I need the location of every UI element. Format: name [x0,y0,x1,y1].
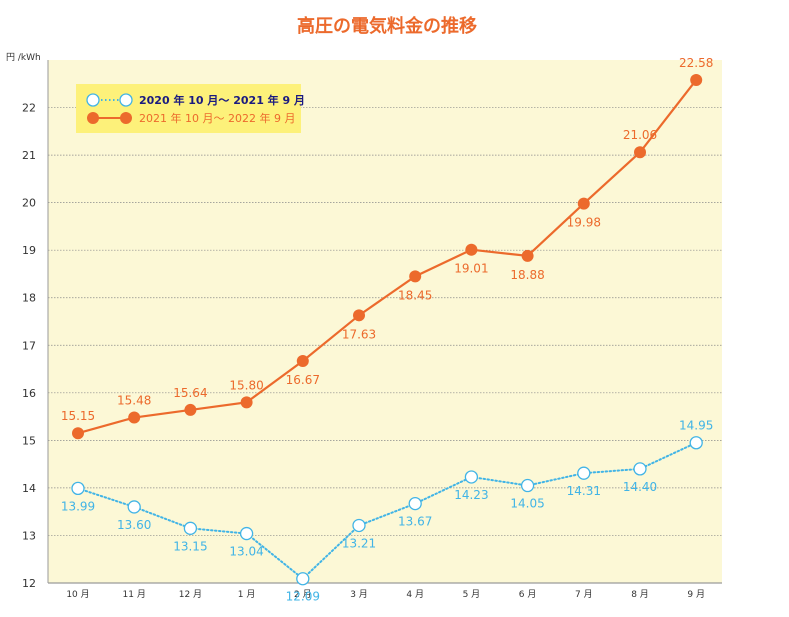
data-label: 15.64 [173,386,207,400]
data-point [633,462,647,476]
data-point [183,521,198,535]
data-label: 16.67 [286,373,320,387]
data-point [520,478,535,493]
data-label: 14.95 [679,419,713,433]
data-point [464,470,479,484]
y-tick-label: 19 [22,244,36,257]
legend-label: 2020 年 10 月〜 2021 年 9 月 [139,93,305,107]
data-label: 19.98 [567,216,601,230]
x-tick-label: 8 月 [631,589,649,600]
data-point [239,526,254,541]
data-label: 14.31 [567,484,601,498]
data-label: 19.01 [454,262,488,276]
data-label: 22.58 [679,56,713,70]
series-line [76,78,698,435]
data-label: 13.21 [342,536,376,550]
data-point [353,309,365,322]
data-label: 15.48 [117,394,151,408]
data-point [577,197,590,210]
x-tick-label: 1 月 [238,589,256,600]
data-point [521,249,534,262]
plot-area [48,60,722,583]
data-label: 17.63 [342,327,376,341]
legend-box [76,84,301,133]
data-label: 18.88 [510,268,544,282]
data-label: 14.40 [623,480,657,494]
data-label: 12.09 [286,590,320,604]
data-label: 13.15 [173,539,207,553]
data-point [71,481,85,496]
data-point [689,436,703,450]
data-label: 13.67 [398,515,432,529]
data-point [409,270,422,283]
data-label: 15.15 [61,409,95,423]
data-label: 14.05 [510,497,544,511]
data-label: 18.45 [398,288,432,302]
legend-label: 2021 年 10 月〜 2022 年 9 月 [139,111,295,125]
chart-title: 高圧の電気料金の推移 [297,15,477,37]
y-tick-label: 15 [22,434,36,447]
y-tick-label: 17 [22,339,36,352]
data-label: 21.06 [623,128,657,142]
y-tick-label: 13 [22,529,36,542]
data-label: 13.60 [117,518,151,532]
legend-marker [86,93,100,107]
data-point [352,518,366,533]
data-point [240,396,253,409]
data-label: 14.23 [454,488,488,502]
x-tick-label: 7 月 [575,589,593,600]
x-tick-label: 2 月 [294,589,312,600]
legend-marker [120,112,132,124]
x-tick-label: 5 月 [463,589,481,600]
data-label: 15.80 [229,378,263,392]
y-tick-label: 14 [22,482,36,495]
data-point [296,572,310,586]
data-point [127,500,141,514]
x-tick-label: 9 月 [687,589,705,600]
x-tick-label: 12 月 [179,589,202,600]
data-point [184,403,197,416]
legend: 2020 年 10 月〜 2021 年 9 月 2021 年 10 月〜 2022… [76,84,305,133]
legend-marker [87,112,99,124]
y-tick-label: 16 [22,387,36,400]
legend-marker [119,93,133,107]
y-tick-label: 12 [22,577,36,590]
y-tick-label: 20 [22,197,36,210]
data-point [72,427,84,440]
x-tick-label: 4 月 [406,589,424,600]
data-point [634,146,646,159]
data-point [690,73,703,86]
y-tick-label: 22 [22,102,36,115]
data-point [128,411,141,424]
x-tick-label: 10 月 [66,589,89,600]
data-point [408,496,422,511]
y-axis-unit: 円 /kWh [6,52,41,63]
x-tick-label: 6 月 [519,589,537,600]
data-label: 13.99 [61,499,95,513]
data-point [296,354,309,367]
x-tick-label: 11 月 [123,589,146,600]
data-point [465,243,478,256]
series-line [77,441,698,581]
x-tick-label: 3 月 [350,589,368,600]
data-point [577,466,591,480]
y-tick-label: 21 [22,149,36,162]
data-label: 13.04 [229,545,263,559]
y-tick-label: 18 [22,292,36,305]
